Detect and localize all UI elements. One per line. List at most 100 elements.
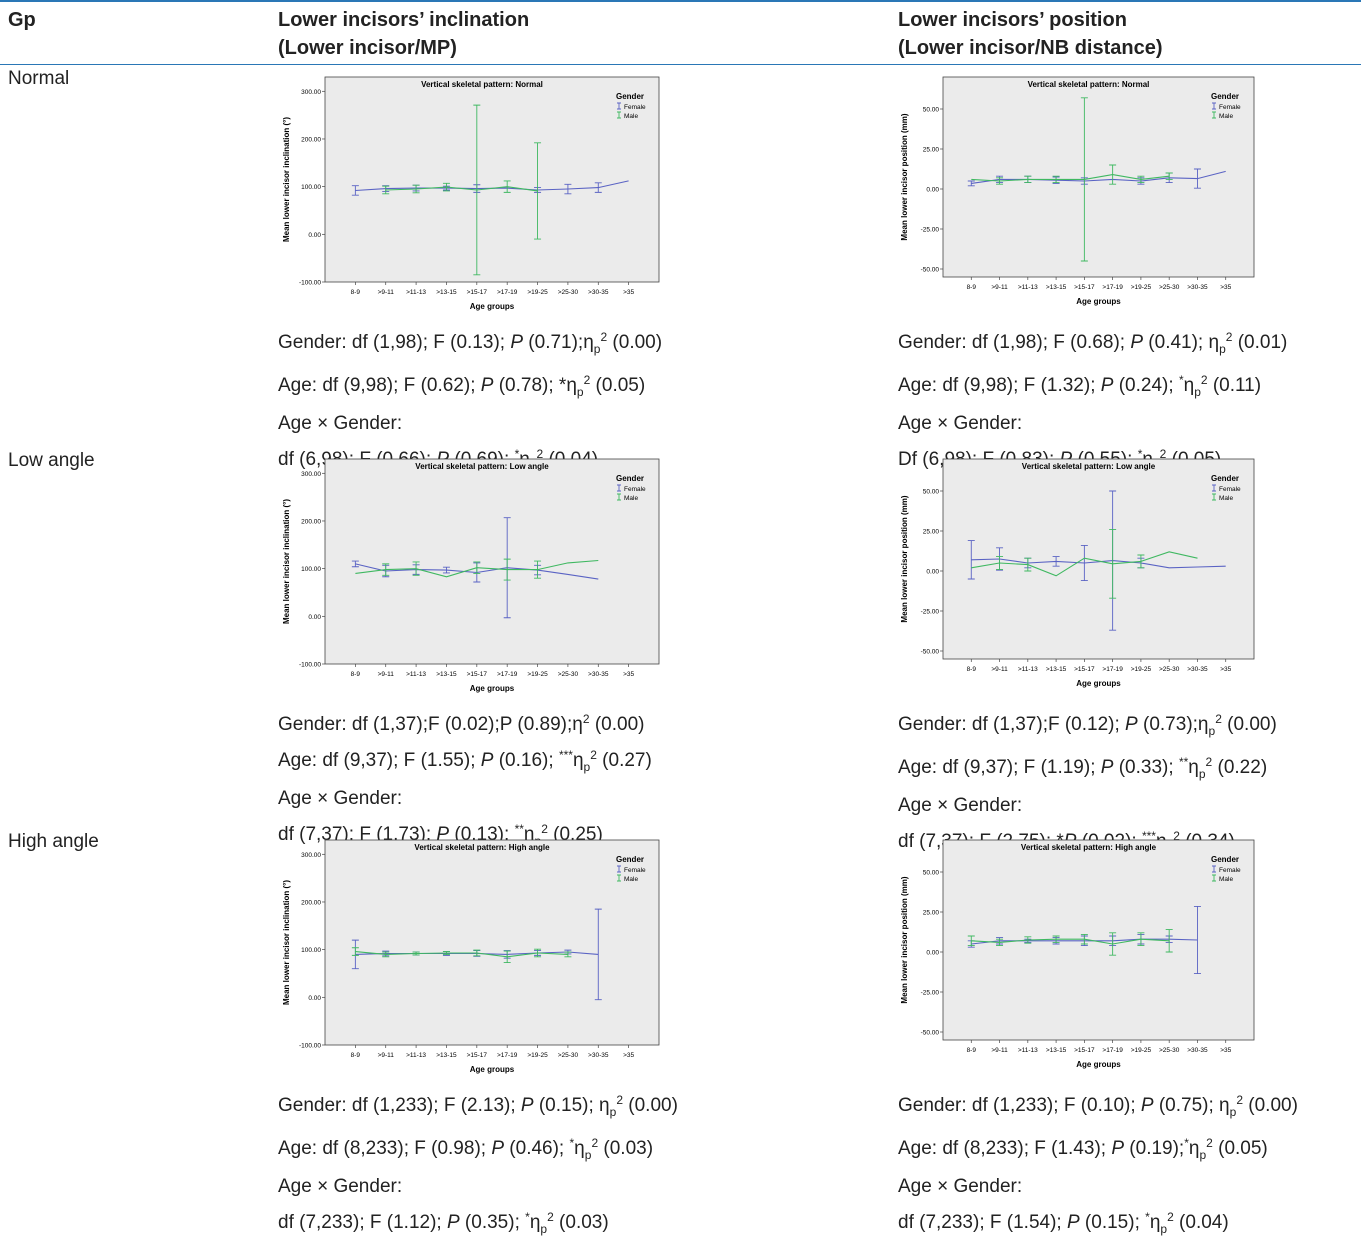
text-run: η <box>1183 375 1195 396</box>
text-run: (0.27) <box>596 750 652 771</box>
legend-swatch <box>617 111 621 119</box>
stats-line: Gender: df (1,233); F (0.10); P (0.75); … <box>898 1085 1298 1128</box>
x-tick-label: >11-13 <box>406 289 426 296</box>
x-tick-label: >9-11 <box>991 1047 1008 1054</box>
error-bar <box>1080 544 1088 582</box>
text-run: (0.00) <box>1221 714 1277 735</box>
text-run: 2 <box>583 373 591 387</box>
text-run: η <box>572 750 584 771</box>
series-line <box>971 174 1170 182</box>
error-bar <box>594 182 602 193</box>
x-tick-label: >30-35 <box>588 671 609 678</box>
x-tick-label: >15-17 <box>1074 1047 1095 1054</box>
text-run: 2 <box>541 822 548 836</box>
header-line: (Lower incisor/MP) <box>278 37 457 59</box>
error-bar <box>534 948 542 958</box>
text-run: Gender: df (1,37);F (0.02);P (0.89);η <box>278 714 583 735</box>
error-bar <box>564 951 572 958</box>
x-tick-label: >25-30 <box>1159 666 1180 673</box>
text-run: 2 <box>1215 712 1222 726</box>
text-run: P <box>1130 332 1144 353</box>
text-run: 2 <box>582 712 590 726</box>
text-run: p <box>1198 767 1206 781</box>
x-tick-label: >13-15 <box>436 671 457 678</box>
stats-line: df (7,233); F (1.54); P (0.15); *ηp2 (0.… <box>898 1202 1298 1245</box>
error-bar <box>412 951 420 956</box>
x-tick-label: >35 <box>1220 1047 1231 1054</box>
stats-line: Age: df (9,98); F (1.32); P (0.24); *ηp2… <box>898 365 1287 408</box>
text-run: Age × Gender: <box>278 1176 403 1197</box>
error-bar <box>1109 932 1117 956</box>
x-tick-label: >13-15 <box>1046 1047 1067 1054</box>
legend-label: Male <box>624 495 638 502</box>
text-run: (0.04) <box>1173 1212 1229 1233</box>
chart-title: Vertical skeletal pattern: Low angle <box>415 462 549 471</box>
y-tick-label: 200.00 <box>301 899 321 906</box>
text-run: P <box>1111 1138 1125 1159</box>
x-tick-label: >15-17 <box>467 671 488 678</box>
stats-line: Age: df (8,233); F (0.98); P (0.46); *ηp… <box>278 1128 678 1171</box>
x-tick-label: >15-17 <box>1074 666 1095 673</box>
text-run: (0.22) <box>1212 757 1268 778</box>
error-bar <box>1024 936 1032 944</box>
text-run: 2 <box>1173 829 1180 843</box>
y-tick-label: 300.00 <box>301 471 321 478</box>
header-line: Lower incisors’ inclination <box>278 9 530 31</box>
error-bar <box>996 177 1004 185</box>
chart-title: Vertical skeletal pattern: High angle <box>414 843 550 852</box>
text-run: 2 <box>547 1210 554 1224</box>
text-run: (0.19); <box>1124 1138 1185 1159</box>
x-tick-label: >17-19 <box>1102 666 1123 673</box>
chart: Vertical skeletal pattern: High angle -50… <box>900 839 1255 1069</box>
text-run: η <box>529 1212 541 1233</box>
x-tick-label: >17-19 <box>1102 1047 1123 1054</box>
error-bar <box>1052 556 1060 567</box>
legend-label: Female <box>624 104 646 111</box>
error-bar <box>1193 168 1201 189</box>
y-tick-label: 200.00 <box>301 136 321 143</box>
legend-label: Male <box>624 113 638 120</box>
x-tick-label: >19-25 <box>1131 666 1152 673</box>
legend-label: Female <box>1219 486 1241 493</box>
plot-area <box>324 458 660 665</box>
text-run: p <box>1219 342 1226 356</box>
y-axis-label: Mean lower incisor inclination (°) <box>282 117 291 242</box>
stats-line: df (7,233); F (1.12); P (0.35); *ηp2 (0.… <box>278 1202 678 1245</box>
text-run: p <box>1229 1105 1237 1119</box>
text-run: Age: df (9,98); F (1.32); <box>898 375 1101 396</box>
text-run: Age × Gender: <box>898 1176 1023 1197</box>
legend-swatch <box>1212 484 1216 492</box>
error-bar <box>1024 557 1032 572</box>
y-tick-label: 25.00 <box>923 147 940 154</box>
text-run: * <box>569 1136 575 1150</box>
x-tick-label: >35 <box>623 1052 634 1059</box>
text-run: P <box>1066 1212 1080 1233</box>
legend-title: Gender <box>1211 474 1239 483</box>
text-run: Age × Gender: <box>898 413 1023 434</box>
y-axis-label: Mean lower incisor position (mm) <box>900 495 909 622</box>
error-bar <box>1052 935 1060 943</box>
stats-line: Age: df (9,37); F (1.19); P (0.33); **ηp… <box>898 747 1277 790</box>
legend-label: Female <box>1219 104 1241 111</box>
error-bar <box>1052 175 1060 184</box>
text-run: 2 <box>591 1136 599 1150</box>
legend-swatch <box>1212 111 1216 119</box>
text-run: p <box>609 1105 617 1119</box>
text-run: P <box>1125 714 1138 735</box>
error-bar <box>1080 97 1088 262</box>
y-tick-label: 25.00 <box>923 529 940 536</box>
error-bar <box>382 563 390 576</box>
legend-swatch <box>1212 865 1216 873</box>
legend-label: Female <box>1219 867 1241 874</box>
x-tick-label: 8-9 <box>967 1047 977 1054</box>
legend-label: Male <box>1219 113 1233 120</box>
text-run: Age: df (8,233); F (0.98); <box>278 1138 492 1159</box>
group-label: Normal <box>8 68 70 89</box>
x-tick-label: >15-17 <box>467 1052 488 1059</box>
text-run: Gender: df (1,98); F (0.13); <box>278 332 511 353</box>
text-run: (0.75); η <box>1153 1095 1230 1116</box>
legend-swatch <box>617 102 621 110</box>
stats: Gender: df (1,37);F (0.02);P (0.89);η2 (… <box>278 704 652 857</box>
text-run: p <box>1160 1222 1168 1236</box>
legend-swatch <box>617 493 621 501</box>
